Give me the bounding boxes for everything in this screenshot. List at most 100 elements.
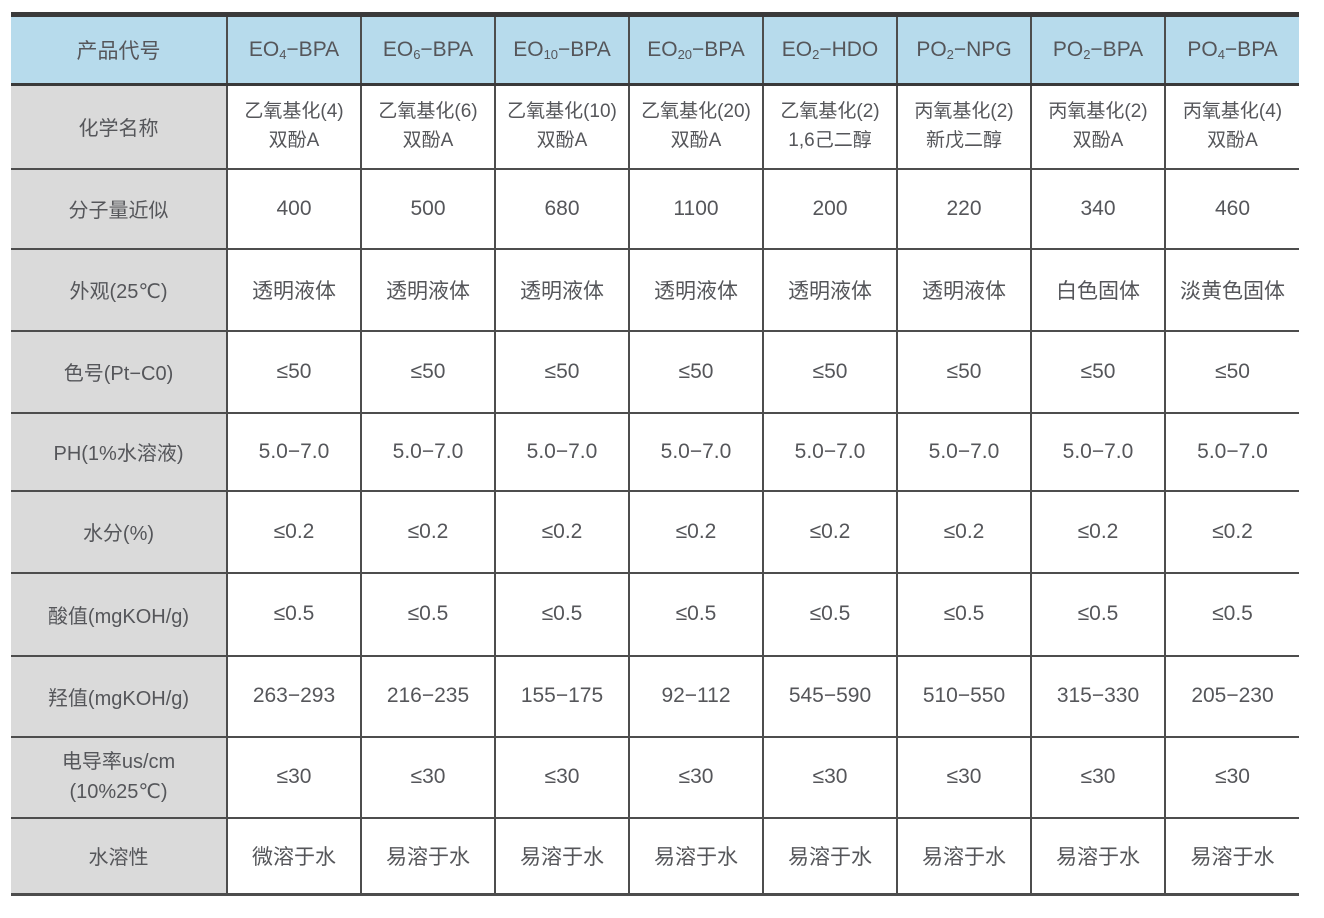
water-solubility-row: 水溶性 微溶于水 易溶于水 易溶于水 易溶于水 易溶于水 易溶于水 易溶于水 易… xyxy=(11,816,1299,896)
value-cell: ≤30 xyxy=(628,735,764,819)
chem-line1: 乙氧基化(2) xyxy=(780,101,880,123)
value-cell: 263−293 xyxy=(226,654,362,738)
value-cell: 丙氧基化(2) 新戊二醇 xyxy=(896,83,1032,170)
code-prefix: PO xyxy=(1187,38,1218,61)
value-cell: 200 xyxy=(762,167,898,250)
value-cell: 透明液体 xyxy=(896,247,1032,332)
value-cell: 5.0−7.0 xyxy=(226,411,362,492)
value-cell: ≤30 xyxy=(762,735,898,819)
value-cell: 5.0−7.0 xyxy=(494,411,630,492)
value-cell: 92−112 xyxy=(628,654,764,738)
value-cell: ≤30 xyxy=(896,735,1032,819)
row-label: 水溶性 xyxy=(11,816,228,896)
header-row: 产品代号 EO4−BPA EO6−BPA EO10−BPA EO20−BPA E… xyxy=(11,12,1299,86)
chem-line1: 乙氧基化(10) xyxy=(507,101,617,123)
value-cell: 乙氧基化(10) 双酚A xyxy=(494,83,630,170)
value-cell: 680 xyxy=(494,167,630,250)
product-code-header: PO4−BPA xyxy=(1164,12,1299,86)
value-cell: 5.0−7.0 xyxy=(1030,411,1166,492)
code-suffix: −BPA xyxy=(558,38,611,61)
product-code-header: EO10−BPA xyxy=(494,12,630,86)
row-label: 酸值(mgKOH/g) xyxy=(11,571,228,657)
value-cell: ≤0.5 xyxy=(226,571,362,657)
chemical-name-row: 化学名称 乙氧基化(4) 双酚A 乙氧基化(6) 双酚A 乙氧基化(10) 双酚A 乙… xyxy=(11,83,1299,170)
value-cell: 315−330 xyxy=(1030,654,1166,738)
value-cell: ≤0.5 xyxy=(360,571,496,657)
code-prefix: EO xyxy=(513,38,544,61)
moisture-row: 水分(%) ≤0.2 ≤0.2 ≤0.2 ≤0.2 ≤0.2 ≤0.2 ≤0.2… xyxy=(11,489,1299,574)
chem-line1: 丙氧基化(4) xyxy=(1182,101,1283,123)
chem-line1: 乙氧基化(20) xyxy=(641,101,751,123)
row-label: 水分(%) xyxy=(11,489,228,574)
value-cell: 易溶于水 xyxy=(1164,816,1299,896)
chem-line2: 新戊二醇 xyxy=(925,129,1002,151)
value-cell: 易溶于水 xyxy=(896,816,1032,896)
value-cell: 乙氧基化(20) 双酚A xyxy=(628,83,764,170)
code-suffix: −BPA xyxy=(692,38,745,61)
chem-line1: 丙氧基化(2) xyxy=(1048,101,1148,123)
code-suffix: −HDO xyxy=(819,38,879,61)
value-cell: 510−550 xyxy=(896,654,1032,738)
corner-header-cell: 产品代号 xyxy=(11,12,228,86)
value-cell: 216−235 xyxy=(360,654,496,738)
code-prefix: EO xyxy=(647,38,678,61)
value-cell: ≤50 xyxy=(762,329,898,414)
value-cell: ≤0.5 xyxy=(762,571,898,657)
value-cell: ≤30 xyxy=(1030,735,1166,819)
code-prefix: EO xyxy=(248,38,280,61)
value-cell: 易溶于水 xyxy=(628,816,764,896)
value-cell: ≤0.2 xyxy=(762,489,898,574)
code-prefix: EO xyxy=(781,38,813,61)
value-cell: 乙氧基化(4) 双酚A xyxy=(226,83,362,170)
value-cell: ≤0.5 xyxy=(628,571,764,657)
value-cell: 透明液体 xyxy=(628,247,764,332)
value-cell: 5.0−7.0 xyxy=(896,411,1032,492)
value-cell: ≤0.2 xyxy=(360,489,496,574)
row-label: 色号(Pt−C0) xyxy=(11,329,228,414)
value-cell: 透明液体 xyxy=(226,247,362,332)
value-cell: ≤30 xyxy=(494,735,630,819)
product-spec-table: 产品代号 EO4−BPA EO6−BPA EO10−BPA EO20−BPA E… xyxy=(11,12,1299,896)
row-label: 化学名称 xyxy=(11,83,228,170)
code-subscript: 4 xyxy=(279,47,287,62)
value-cell: 透明液体 xyxy=(360,247,496,332)
label-line2: (10%25℃) xyxy=(69,781,168,803)
value-cell: ≤0.5 xyxy=(1030,571,1166,657)
code-prefix: PO xyxy=(1052,38,1084,61)
chem-line2: 双酚A xyxy=(536,129,588,151)
code-subscript: 2 xyxy=(1083,47,1091,62)
row-label: 分子量近似 xyxy=(11,167,228,250)
value-cell: 易溶于水 xyxy=(360,816,496,896)
product-code-header: EO6−BPA xyxy=(360,12,496,86)
value-cell: 丙氧基化(2) 双酚A xyxy=(1030,83,1166,170)
value-cell: 易溶于水 xyxy=(1030,816,1166,896)
value-cell: 155−175 xyxy=(494,654,630,738)
value-cell: 500 xyxy=(360,167,496,250)
value-cell: ≤50 xyxy=(494,329,630,414)
value-cell: ≤30 xyxy=(226,735,362,819)
value-cell: 545−590 xyxy=(762,654,898,738)
code-suffix: −BPA xyxy=(1090,38,1144,61)
value-cell: 透明液体 xyxy=(494,247,630,332)
value-cell: ≤30 xyxy=(1164,735,1299,819)
value-cell: ≤0.2 xyxy=(1164,489,1299,574)
product-code-header: EO2−HDO xyxy=(762,12,898,86)
appearance-row: 外观(25℃) 透明液体 透明液体 透明液体 透明液体 透明液体 透明液体 白色… xyxy=(11,247,1299,332)
value-cell: 460 xyxy=(1164,167,1299,250)
value-cell: ≤50 xyxy=(896,329,1032,414)
product-code-header: PO2−BPA xyxy=(1030,12,1166,86)
value-cell: 220 xyxy=(896,167,1032,250)
chem-line2: 双酚A xyxy=(268,129,320,151)
code-suffix: −BPA xyxy=(1224,38,1278,61)
value-cell: ≤0.2 xyxy=(1030,489,1166,574)
value-cell: ≤50 xyxy=(1030,329,1166,414)
chem-line2: 双酚A xyxy=(670,129,722,151)
chem-line2: 1,6己二醇 xyxy=(788,129,872,151)
product-code-header: EO4−BPA xyxy=(226,12,362,86)
row-label: 羟值(mgKOH/g) xyxy=(11,654,228,738)
value-cell: 丙氧基化(4) 双酚A xyxy=(1164,83,1299,170)
value-cell: 白色固体 xyxy=(1030,247,1166,332)
code-subscript: 20 xyxy=(677,47,693,62)
value-cell: 乙氧基化(2) 1,6己二醇 xyxy=(762,83,898,170)
value-cell: 400 xyxy=(226,167,362,250)
